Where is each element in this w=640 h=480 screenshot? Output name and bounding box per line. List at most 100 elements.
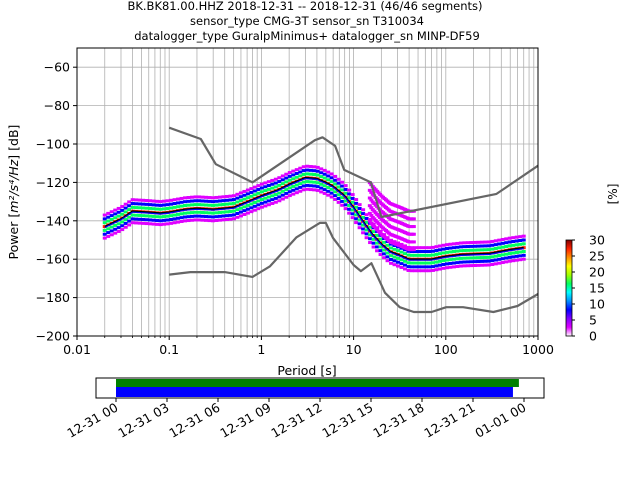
- psd-outlier-cell: [378, 192, 383, 196]
- plot-area: 0.01 0.1 1 10 100 1000 −60 −80 −100 −120 −140 −160…: [36, 47, 554, 357]
- psd-cell: [270, 201, 275, 205]
- psd-cell: [319, 171, 324, 175]
- colorbar-label: [%]: [606, 184, 620, 205]
- psd-cell: [266, 199, 271, 203]
- psd-cell: [214, 211, 219, 215]
- psd-cell: [284, 180, 289, 184]
- psd-cell: [392, 255, 397, 259]
- psd-cell: [427, 261, 432, 265]
- psd-cell: [291, 177, 296, 181]
- psd-cell: [504, 237, 509, 241]
- psd-outlier-cell: [375, 228, 380, 232]
- psd-cell: [444, 266, 449, 270]
- psd-cell: [238, 210, 243, 214]
- psd-cell: [238, 206, 243, 210]
- psd-cell: [476, 256, 481, 260]
- psd-cell: [490, 247, 495, 251]
- psd-outlier-cell: [372, 217, 377, 221]
- psd-cell: [448, 246, 453, 250]
- psd-cell: [389, 261, 394, 265]
- psd-cell: [469, 248, 474, 252]
- psd-cell: [333, 178, 338, 182]
- psd-cell: [116, 214, 121, 218]
- psd-cell: [106, 219, 111, 223]
- psd-cell: [249, 210, 254, 214]
- coverage-tick-label: 12-31 15: [319, 400, 375, 441]
- psd-cell: [347, 207, 352, 211]
- psd-cell: [280, 189, 285, 193]
- psd-cell: [120, 208, 125, 212]
- psd-cell: [231, 217, 236, 221]
- psd-outlier-cell: [367, 196, 372, 200]
- psd-cell: [430, 245, 435, 249]
- psd-cell: [486, 240, 491, 244]
- psd-cell: [469, 256, 474, 260]
- psd-cell: [347, 192, 352, 196]
- coverage-data-bar: [116, 379, 519, 387]
- grid: [76, 48, 538, 337]
- psd-cell: [242, 212, 247, 216]
- psd-cell: [441, 251, 446, 255]
- psd-cell: [277, 183, 282, 187]
- psd-outlier-cell: [375, 197, 380, 201]
- psd-cell: [259, 190, 264, 194]
- coverage-tick-label: 12-31 03: [115, 400, 171, 441]
- y-axis-label-unit: m²/s⁴/Hz: [6, 159, 21, 213]
- psd-cell: [483, 244, 488, 248]
- psd-cell: [507, 236, 512, 240]
- psd-outlier-cell: [373, 218, 378, 222]
- psd-cell: [389, 246, 394, 250]
- psd-cell: [462, 256, 467, 260]
- psd-cell: [137, 217, 142, 221]
- plot-frame: [76, 47, 539, 337]
- psd-cell: [312, 169, 317, 173]
- psd-cell: [486, 255, 491, 259]
- psd-cell: [298, 174, 303, 178]
- x-tick-label: 0.1: [159, 342, 179, 357]
- psd-cell: [315, 173, 320, 177]
- y-tick-label: −80: [44, 98, 70, 113]
- psd-cell: [231, 201, 236, 205]
- psd-cell: [490, 243, 495, 247]
- psd-cell: [284, 188, 289, 192]
- psd-cell: [333, 194, 338, 198]
- psd-cell: [518, 258, 523, 262]
- psd-cell: [102, 213, 107, 217]
- y-tick-label: −160: [36, 252, 70, 267]
- psd-cell: [172, 202, 177, 206]
- psd-cell: [427, 253, 432, 257]
- psd-cell: [364, 217, 369, 221]
- psd-cell: [361, 231, 366, 235]
- psd-outlier-cell: [370, 192, 375, 196]
- psd-cell: [511, 236, 516, 240]
- psd-cell: [441, 243, 446, 247]
- psd-outlier-cell: [372, 186, 377, 190]
- psd-cell: [416, 269, 421, 273]
- psd-cell: [497, 261, 502, 265]
- psd-cell: [190, 203, 195, 207]
- psd-cell: [252, 204, 257, 208]
- psd-cell: [518, 254, 523, 258]
- psd-cell: [497, 253, 502, 257]
- psd-cell: [458, 241, 463, 245]
- psd-cell: [305, 187, 310, 191]
- psd-cell: [396, 264, 401, 268]
- psd-cell: [364, 228, 369, 232]
- psd-cell: [210, 211, 215, 215]
- psd-cell: [162, 199, 167, 203]
- psd-cell: [521, 242, 526, 246]
- psd-cell: [427, 265, 432, 269]
- psd-cell: [221, 199, 226, 203]
- psd-cell: [148, 206, 153, 210]
- psd-cell: [458, 264, 463, 268]
- psd-cell: [266, 203, 271, 207]
- psd-cell: [231, 213, 236, 217]
- psd-cell: [298, 189, 303, 193]
- psd-cell: [259, 205, 264, 209]
- psd-cell: [322, 172, 327, 176]
- psd-cell: [210, 203, 215, 207]
- psd-cell: [430, 249, 435, 253]
- psd-cell: [385, 243, 390, 247]
- psd-cell: [127, 208, 132, 212]
